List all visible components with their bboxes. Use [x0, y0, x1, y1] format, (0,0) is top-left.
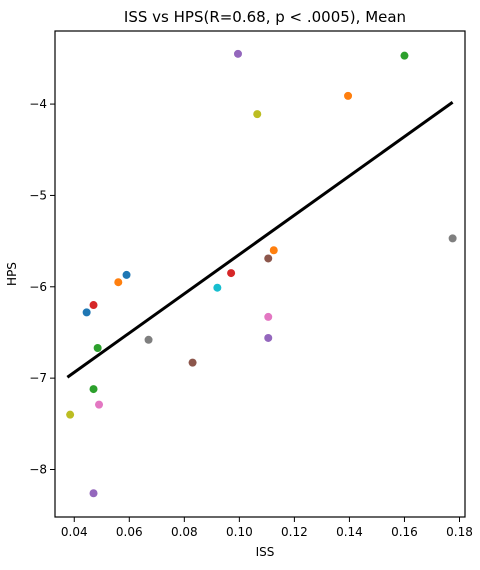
data-point — [400, 51, 409, 60]
x-tick-label: 0.18 — [446, 525, 473, 539]
x-tick-label: 0.10 — [226, 525, 253, 539]
data-point — [188, 358, 197, 367]
data-point — [233, 49, 242, 58]
data-point — [82, 308, 91, 317]
x-tick-label: 0.06 — [116, 525, 143, 539]
data-point — [66, 410, 75, 419]
plot-frame — [54, 30, 466, 518]
y-tick-label: −6 — [29, 280, 47, 294]
data-point — [264, 254, 273, 263]
regression-line — [66, 101, 454, 379]
data-point — [89, 301, 98, 310]
y-tick-label: −4 — [29, 97, 47, 111]
y-tick-label: −7 — [29, 371, 47, 385]
data-point — [269, 246, 278, 255]
x-tick-label: 0.16 — [391, 525, 418, 539]
x-tick-label: 0.12 — [281, 525, 308, 539]
x-tick-label: 0.14 — [336, 525, 363, 539]
data-point — [213, 283, 222, 292]
y-axis-label: HPS — [5, 262, 19, 286]
y-tick-label: −5 — [29, 188, 47, 202]
x-axis-label: ISS — [256, 545, 275, 559]
data-point — [344, 91, 353, 100]
data-point — [253, 110, 262, 119]
data-point — [144, 335, 153, 344]
data-point — [89, 385, 98, 394]
data-point — [89, 489, 98, 498]
data-point — [264, 333, 273, 342]
data-point — [95, 400, 104, 409]
data-point — [227, 269, 236, 278]
data-point — [122, 270, 131, 279]
x-tick-label: 0.08 — [171, 525, 198, 539]
data-point — [264, 312, 273, 321]
chart-title: ISS vs HPS(R=0.68, p < .0005), Mean — [124, 8, 406, 26]
plot-area: 0.04 0.06 0.08 0.10 0.12 0.14 0.16 0.18 −8 −7 −6 −5… — [29, 30, 473, 539]
data-point — [448, 234, 457, 243]
data-point — [114, 278, 123, 287]
y-tick-label: −8 — [29, 462, 47, 476]
data-point — [93, 343, 102, 352]
x-tick-label: 0.04 — [61, 525, 88, 539]
